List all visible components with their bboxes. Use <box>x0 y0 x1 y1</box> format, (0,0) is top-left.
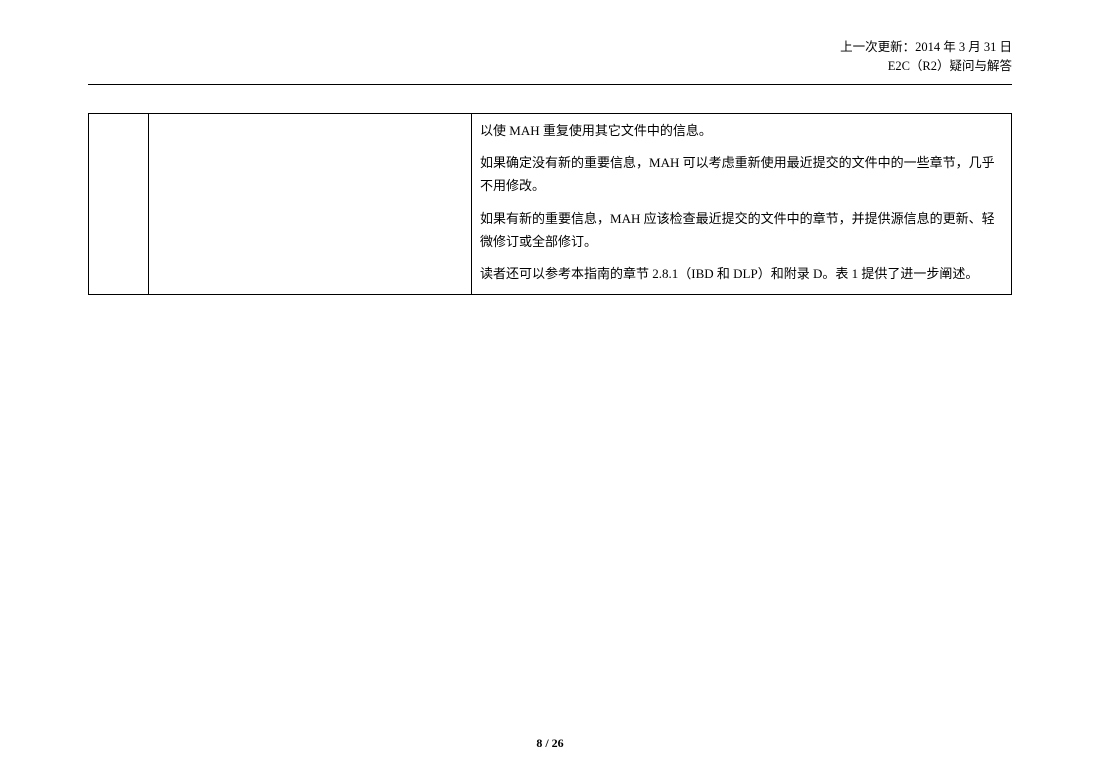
paragraph: 以使 MAH 重复使用其它文件中的信息。 <box>480 120 1003 143</box>
table-cell-col2 <box>148 113 471 295</box>
table-cell-col3: 以使 MAH 重复使用其它文件中的信息。 如果确定没有新的重要信息，MAH 可以… <box>472 113 1012 295</box>
content-table-wrap: 以使 MAH 重复使用其它文件中的信息。 如果确定没有新的重要信息，MAH 可以… <box>88 113 1012 296</box>
table-cell-col1 <box>89 113 149 295</box>
paragraph: 如果确定没有新的重要信息，MAH 可以考虑重新使用最近提交的文件中的一些章节，几… <box>480 152 1003 198</box>
document-page: 上一次更新：2014 年 3 月 31 日 E2C（R2）疑问与解答 以使 MA… <box>0 0 1100 777</box>
header-update-date: 上一次更新：2014 年 3 月 31 日 <box>88 38 1012 57</box>
paragraph: 如果有新的重要信息，MAH 应该检查最近提交的文件中的章节，并提供源信息的更新、… <box>480 208 1003 254</box>
page-number: 8 / 26 <box>536 736 563 750</box>
page-header: 上一次更新：2014 年 3 月 31 日 E2C（R2）疑问与解答 <box>88 38 1012 82</box>
header-document-title: E2C（R2）疑问与解答 <box>88 57 1012 76</box>
header-rule <box>88 84 1012 85</box>
page-footer: 8 / 26 <box>0 736 1100 751</box>
paragraph: 读者还可以参考本指南的章节 2.8.1（IBD 和 DLP）和附录 D。表 1 … <box>480 263 1003 286</box>
content-table: 以使 MAH 重复使用其它文件中的信息。 如果确定没有新的重要信息，MAH 可以… <box>88 113 1012 296</box>
table-row: 以使 MAH 重复使用其它文件中的信息。 如果确定没有新的重要信息，MAH 可以… <box>89 113 1012 295</box>
